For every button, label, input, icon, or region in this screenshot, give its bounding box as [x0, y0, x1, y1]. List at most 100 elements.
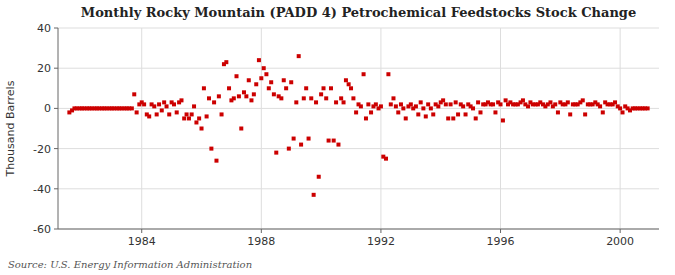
point	[322, 86, 326, 90]
point	[317, 175, 321, 179]
point	[319, 92, 323, 96]
y-tick	[54, 28, 58, 29]
y-tick	[54, 148, 58, 149]
point	[332, 139, 336, 143]
point	[598, 104, 602, 108]
point	[152, 104, 156, 108]
point	[252, 92, 256, 96]
point	[160, 108, 164, 112]
point	[202, 86, 206, 90]
point	[583, 112, 587, 116]
point	[279, 96, 283, 100]
point	[259, 76, 263, 80]
point	[451, 116, 455, 120]
point	[449, 102, 453, 106]
x-tick-label: 1984	[128, 235, 156, 248]
x-axis-line	[58, 229, 659, 230]
point	[474, 116, 478, 120]
point	[235, 74, 239, 78]
point	[269, 80, 273, 84]
y-grid-line	[58, 148, 659, 149]
point	[493, 110, 497, 114]
point	[441, 98, 445, 102]
point	[491, 102, 495, 106]
point	[379, 104, 383, 108]
x-tick	[500, 229, 501, 233]
point	[157, 102, 161, 106]
point	[354, 110, 358, 114]
point	[130, 106, 134, 110]
point	[504, 98, 508, 102]
point	[429, 106, 433, 110]
point	[416, 112, 420, 116]
point	[389, 102, 393, 106]
point	[499, 102, 503, 106]
point	[227, 86, 231, 90]
x-tick-label: 1996	[487, 235, 515, 248]
point	[292, 137, 296, 141]
point	[329, 86, 333, 90]
title: Monthly Rocky Mountain (PADD 4) Petroche…	[81, 5, 636, 20]
x-tick-label: 1988	[247, 235, 275, 248]
point	[212, 100, 216, 104]
point	[401, 106, 405, 110]
point	[461, 104, 465, 108]
point	[526, 104, 530, 108]
point	[289, 80, 293, 84]
point	[351, 96, 355, 100]
point	[501, 118, 505, 122]
point	[456, 112, 460, 116]
point	[369, 110, 373, 114]
point	[327, 139, 331, 143]
point	[342, 100, 346, 104]
point	[299, 143, 303, 147]
x-grid-line	[380, 28, 381, 229]
point	[324, 96, 328, 100]
point	[165, 104, 169, 108]
point	[618, 106, 622, 110]
point	[556, 110, 560, 114]
point	[264, 72, 268, 76]
point	[239, 127, 243, 131]
point	[444, 102, 448, 106]
y-axis-label: Thousand Barrels	[4, 80, 17, 177]
point	[409, 102, 413, 106]
point	[436, 104, 440, 108]
grid	[58, 28, 659, 229]
y-grid-line	[58, 68, 659, 69]
point	[553, 102, 557, 106]
x-tick-label: 1992	[367, 235, 395, 248]
source-note: Source: U.S. Energy Information Administ…	[8, 259, 252, 270]
point	[254, 82, 258, 86]
point	[394, 104, 398, 108]
point	[197, 116, 201, 120]
x-tick	[380, 229, 381, 233]
point	[391, 96, 395, 100]
y-tick-label: -20	[33, 143, 51, 156]
point	[209, 147, 213, 151]
point	[339, 96, 343, 100]
point	[312, 193, 316, 197]
point	[471, 106, 475, 110]
point	[362, 72, 366, 76]
point	[446, 116, 450, 120]
point	[304, 86, 308, 90]
point	[424, 114, 428, 118]
point	[247, 78, 251, 82]
point	[454, 100, 458, 104]
x-grid-line	[141, 28, 142, 229]
point	[399, 102, 403, 106]
point	[521, 98, 525, 102]
x-tick-label: 2000	[606, 235, 634, 248]
point	[568, 112, 572, 116]
point	[200, 127, 204, 131]
point	[220, 112, 224, 116]
point	[396, 110, 400, 114]
y-grid-line	[58, 108, 659, 109]
point	[601, 110, 605, 114]
point	[419, 100, 423, 104]
point	[175, 110, 179, 114]
y-grid-line	[58, 28, 659, 29]
x-tick	[141, 229, 142, 233]
point	[262, 66, 266, 70]
